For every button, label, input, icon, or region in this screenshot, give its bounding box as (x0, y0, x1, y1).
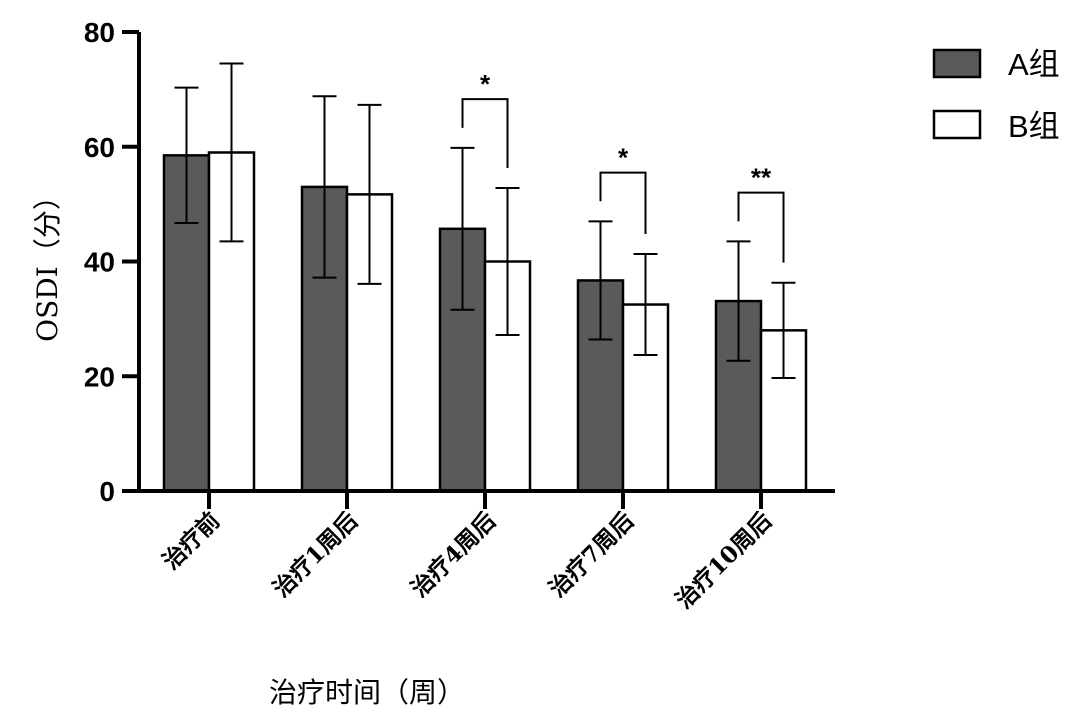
x-tick-label: 治疗4周后 (406, 507, 501, 602)
significance-marker: * (618, 143, 629, 173)
y-tick-label: 80 (84, 17, 115, 48)
bar-b (345, 193, 394, 493)
y-tick-label: 20 (84, 361, 115, 392)
y-tick-label: 0 (99, 476, 115, 507)
error-bars (174, 62, 796, 379)
significance-bracket (461, 98, 509, 168)
legend-label-b: B组 (1008, 109, 1060, 144)
significance-marker: * (480, 69, 491, 99)
x-tick-label: 治疗7周后 (544, 507, 639, 602)
legend: A组 B组 (932, 47, 1060, 144)
y-axis-title: OSDI（分） (31, 182, 64, 342)
legend-swatch-a (932, 48, 982, 79)
y-tick-label: 60 (84, 132, 115, 163)
significance-bracket (599, 171, 647, 234)
x-tick-label: 治疗1周后 (268, 507, 363, 602)
bars (162, 151, 808, 493)
x-ticks: 治疗前 治疗1周后 治疗4周后 治疗7周后 治疗10周后 (157, 491, 777, 614)
x-tick-label: 治疗10周后 (670, 507, 777, 614)
significance-brackets: **** (461, 69, 785, 263)
significance-bracket (737, 191, 785, 263)
x-tick-label: 治疗前 (157, 507, 225, 575)
x-axis-title: 治疗时间（周） (269, 676, 465, 709)
y-ticks: 0 20 40 60 80 (84, 17, 139, 507)
y-tick-label: 40 (84, 247, 115, 278)
significance-marker: ** (751, 163, 772, 193)
legend-swatch-b (932, 109, 982, 140)
legend-label-a: A组 (1008, 47, 1060, 82)
